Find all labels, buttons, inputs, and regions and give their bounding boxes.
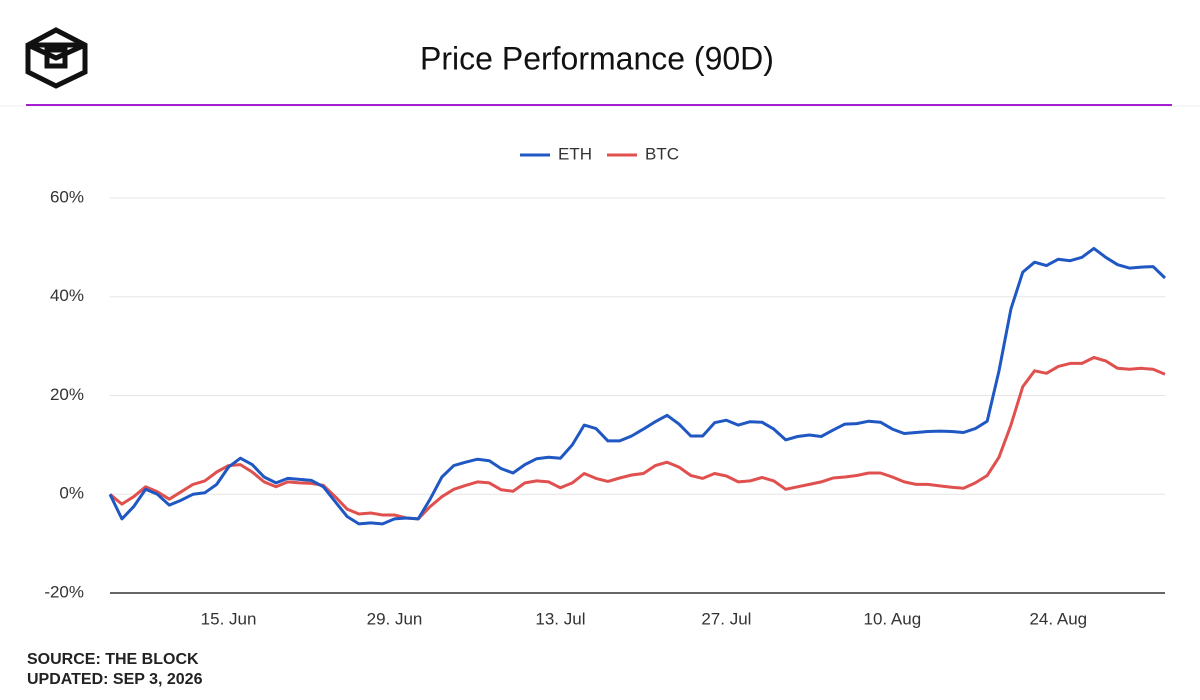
x-tick-label: 29. Jun: [367, 609, 423, 628]
x-tick-label: 13. Jul: [535, 609, 585, 628]
legend-label: BTC: [645, 144, 679, 163]
y-tick-label: 60%: [50, 187, 84, 206]
source: SOURCE: THE BLOCK: [27, 651, 199, 668]
x-tick-label: 24. Aug: [1029, 609, 1087, 628]
y-tick-label: 40%: [50, 286, 84, 305]
legend-label: ETH: [558, 144, 592, 163]
y-tick-label: 0%: [59, 484, 84, 503]
series-line: [108, 246, 1167, 526]
y-tick-label: -20%: [44, 582, 84, 601]
chart-title: Price Performance (90D): [420, 40, 774, 76]
x-tick-label: 27. Jul: [701, 609, 751, 628]
logo-inner: [26, 42, 87, 61]
series-line: [109, 356, 1166, 521]
logo-core: [44, 47, 68, 69]
x-tick-label: 15. Jun: [201, 609, 257, 628]
updated: UPDATED: SEP 3, 2026: [27, 671, 203, 688]
x-tick-label: 10. Aug: [864, 609, 922, 628]
y-tick-label: 20%: [50, 385, 84, 404]
logo: [25, 27, 88, 89]
